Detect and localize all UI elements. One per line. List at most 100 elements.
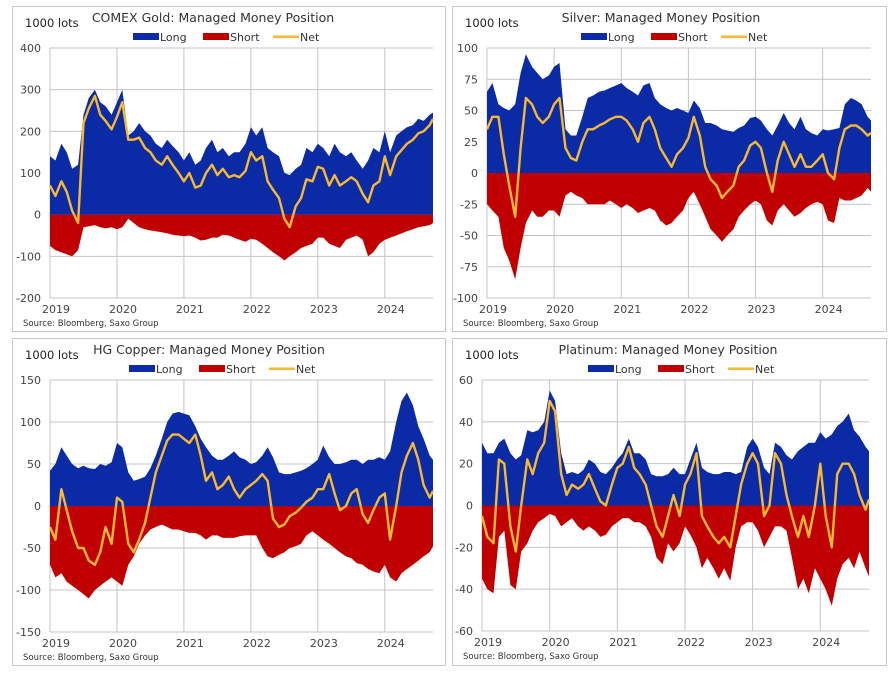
legend-item-long: Long xyxy=(581,31,635,44)
unit-label: 1000 lots xyxy=(465,348,519,362)
y-tick-label: -100 xyxy=(453,292,478,305)
legend: Long Short Net xyxy=(581,31,768,44)
net-line xyxy=(485,96,872,218)
x-tick-label: 2020 xyxy=(109,303,137,316)
unit-label: 1000 lots xyxy=(465,16,519,30)
y-tick-label: 0 xyxy=(34,209,41,222)
x-tick-label: 2021 xyxy=(176,303,204,316)
x-tick-label: 2022 xyxy=(677,636,705,649)
chart-title: Platinum: Managed Money Position xyxy=(559,342,778,357)
y-tick-label: 100 xyxy=(457,42,478,55)
x-tick-label: 2024 xyxy=(812,636,840,649)
net-line xyxy=(480,399,871,553)
y-tick-label: -20 xyxy=(455,541,473,554)
y-tick-label: 25 xyxy=(464,136,478,149)
legend-swatch xyxy=(273,35,299,38)
x-tick-label: 2019 xyxy=(474,636,502,649)
legend-item-short: Short xyxy=(658,363,715,376)
x-tick-label: 2019 xyxy=(42,637,70,650)
y-tick-label: 0 xyxy=(471,167,478,180)
source-note: Source: Bloomberg, Saxo Group xyxy=(463,652,599,662)
copper-chart-panel: 1000 lots HG Copper: Managed Money Positi… xyxy=(12,338,446,666)
x-tick-label: 2023 xyxy=(310,637,338,650)
legend: Long Short Net xyxy=(588,363,775,376)
y-tick-label: -75 xyxy=(460,261,478,274)
silver-chart: 1000 lots Silver: Managed Money Position L… xyxy=(453,10,872,329)
chart-title: HG Copper: Managed Money Position xyxy=(93,342,325,357)
legend-swatch xyxy=(199,365,225,372)
y-tick-label: -40 xyxy=(455,583,473,596)
y-tick-label: 75 xyxy=(464,73,478,86)
y-tick-label: 0 xyxy=(34,500,41,513)
legend: Long Short Net xyxy=(133,31,320,44)
x-axis: 2019 2020 2021 2022 2023 2024 xyxy=(42,303,405,316)
y-axis: 150 100 50 0 -50 -100 -150 xyxy=(16,374,41,639)
y-tick-label: 40 xyxy=(459,416,473,429)
x-tick-label: 2019 xyxy=(479,303,507,316)
legend-label: Net xyxy=(300,31,320,44)
legend-label: Short xyxy=(678,31,708,44)
y-tick-label: 60 xyxy=(459,374,473,387)
y-tick-label: -100 xyxy=(16,584,41,597)
short-area xyxy=(482,505,869,606)
y-tick-label: 0 xyxy=(466,500,473,513)
x-tick-label: 2021 xyxy=(613,303,641,316)
legend-item-short: Short xyxy=(651,31,708,44)
source-note: Source: Bloomberg, Saxo Group xyxy=(23,319,159,329)
legend-swatch xyxy=(269,367,295,370)
copper-chart: 1000 lots HG Copper: Managed Money Positi… xyxy=(16,342,435,663)
long-area xyxy=(487,54,871,173)
platinum-chart: 1000 lots Platinum: Managed Money Positio… xyxy=(455,342,871,662)
y-tick-label: -25 xyxy=(460,198,478,211)
legend-item-long: Long xyxy=(133,31,187,44)
y-tick-label: -100 xyxy=(16,250,41,263)
chart-title: COMEX Gold: Managed Money Position xyxy=(92,10,334,25)
x-tick-label: 2020 xyxy=(546,303,574,316)
x-axis: 2019 2020 2021 2022 2023 2024 xyxy=(474,636,840,649)
net-line xyxy=(48,94,435,229)
y-tick-label: 300 xyxy=(20,84,41,97)
silver-chart-panel: 1000 lots Silver: Managed Money Position L… xyxy=(452,6,887,332)
legend-swatch xyxy=(588,365,614,372)
legend-item-short: Short xyxy=(203,31,260,44)
y-axis: 100 75 50 25 0 -25 -50 -75 -100 xyxy=(453,42,478,305)
y-tick-label: -200 xyxy=(16,292,41,305)
y-tick-label: 200 xyxy=(20,125,41,138)
x-tick-label: 2024 xyxy=(377,303,405,316)
gold-chart: 1000 lots COMEX Gold: Managed Money Posit… xyxy=(16,10,435,329)
x-axis: 2019 2020 2021 2022 2023 2024 xyxy=(42,637,405,650)
legend-item-net: Net xyxy=(721,31,768,44)
legend-item-net: Net xyxy=(273,31,320,44)
x-tick-label: 2022 xyxy=(243,637,271,650)
y-tick-label: 50 xyxy=(27,458,41,471)
legend-item-short: Short xyxy=(199,363,256,376)
legend-item-net: Net xyxy=(728,363,775,376)
legend-label: Short xyxy=(685,363,715,376)
legend-item-long: Long xyxy=(129,363,183,376)
x-tick-label: 2023 xyxy=(748,303,776,316)
x-tick-label: 2022 xyxy=(243,303,271,316)
y-tick-label: -150 xyxy=(16,626,41,639)
long-area xyxy=(50,392,433,506)
legend-swatch xyxy=(129,365,155,372)
legend-label: Long xyxy=(160,31,187,44)
legend-label: Short xyxy=(226,363,256,376)
y-tick-label: -60 xyxy=(455,625,473,638)
y-tick-label: -50 xyxy=(23,542,41,555)
unit-label: 1000 lots xyxy=(25,348,79,362)
legend-label: Long xyxy=(156,363,183,376)
legend-label: Long xyxy=(608,31,635,44)
x-tick-label: 2024 xyxy=(815,303,843,316)
y-tick-label: 20 xyxy=(459,458,473,471)
legend-swatch xyxy=(581,33,607,40)
legend-label: Long xyxy=(615,363,642,376)
y-axis: 400 300 200 100 0 -100 -200 xyxy=(16,42,41,305)
legend-item-net: Net xyxy=(269,363,316,376)
y-tick-label: 100 xyxy=(20,416,41,429)
legend-swatch xyxy=(658,365,684,372)
x-tick-label: 2022 xyxy=(680,303,708,316)
source-note: Source: Bloomberg, Saxo Group xyxy=(23,653,159,663)
short-area xyxy=(50,214,433,261)
short-area xyxy=(50,506,433,599)
legend-swatch xyxy=(133,33,159,40)
